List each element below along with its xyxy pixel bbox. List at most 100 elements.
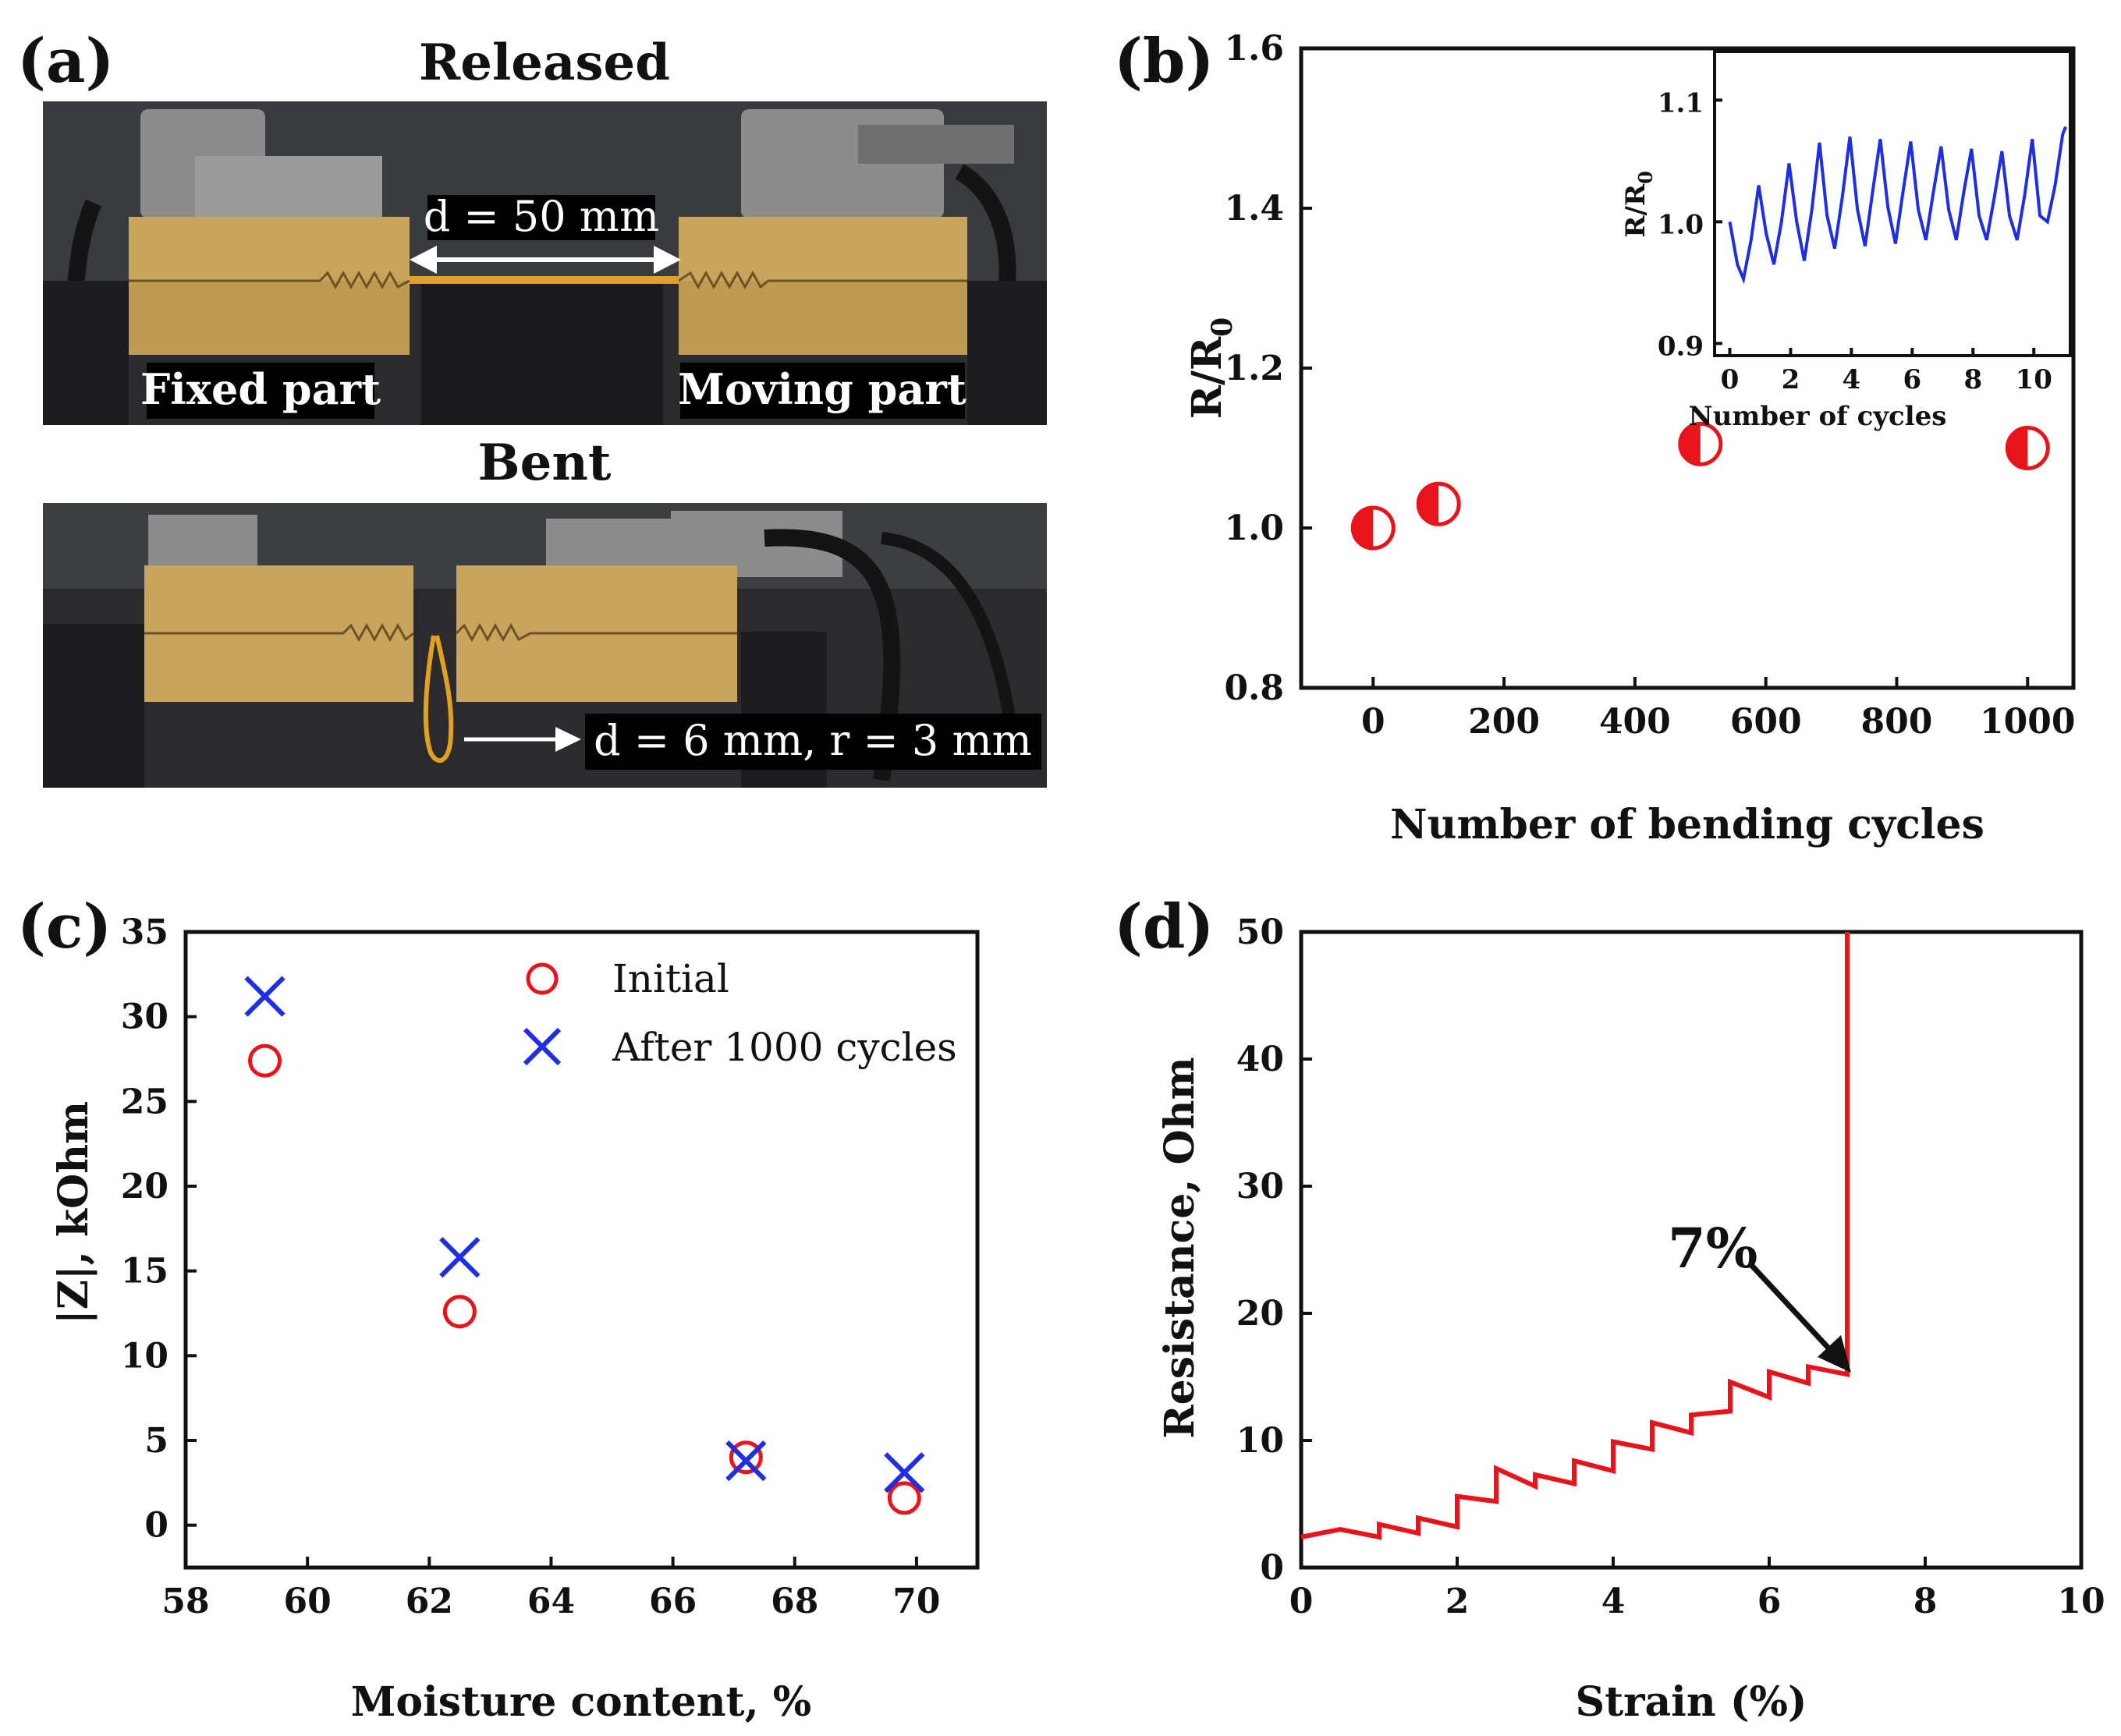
y-tick-label: 0.8 (1224, 668, 1284, 708)
inset-series-line (1728, 126, 2068, 285)
bent-sample-loop (423, 635, 454, 763)
x-tick-label: 68 (771, 1582, 818, 1621)
legend-initial-marker (526, 962, 559, 995)
y-tick-label: 10 (121, 1336, 168, 1376)
x-tick-label: 8 (1963, 364, 1982, 395)
bent-left-connector (148, 515, 257, 569)
x-tick-label: 60 (284, 1582, 332, 1621)
x-tick-label: 10 (2016, 364, 2052, 395)
panel-b-ylabel: R/R0 (1183, 317, 1239, 419)
y-tick-label: 50 (1236, 912, 1284, 952)
panel-d-frame (1299, 930, 2084, 1570)
moving-part-box (680, 363, 965, 419)
x-tick-label: 1000 (1980, 702, 2075, 742)
y-tick-label: 0 (1260, 1548, 1284, 1588)
x-tick-label: 6 (1903, 364, 1921, 395)
y-tick-label: 25 (121, 1082, 168, 1121)
x-tick-label: 400 (1599, 702, 1671, 742)
panel-d-ylabel: Resistance, Ohm (1156, 1057, 1204, 1438)
panel-c-ticks: 58 60 62 64 66 68 70 0 5 10 15 20 25 30 35 (121, 912, 941, 1621)
panel-d-line-group (1300, 932, 1850, 1540)
moving-block-bottom (679, 281, 967, 355)
panel-c-label: (c) (17, 891, 112, 962)
panel-b-ylabel-main: R/R (1183, 336, 1231, 419)
y-tick-label: 30 (121, 997, 168, 1037)
panel-b-xlabel: Number of bending cycles (1390, 801, 1984, 849)
panel-b-ylabel-sub: 0 (1206, 317, 1239, 337)
bent-title: Bent (478, 434, 612, 492)
x-tick-label: 0 (1361, 702, 1385, 742)
data-point-after (244, 976, 286, 1017)
released-arrow-left (410, 246, 437, 274)
fixed-part-box (147, 363, 374, 419)
bent-distance-box (585, 714, 1041, 770)
y-tick-label: 1.0 (1224, 508, 1284, 548)
x-tick-label: 4 (1843, 364, 1861, 395)
x-tick-label: 10 (2057, 1582, 2105, 1621)
data-point (2005, 426, 2050, 470)
panel-d-annotation: 7% (1668, 1216, 1757, 1281)
released-distance-box (427, 195, 655, 240)
data-point-initial (442, 1295, 477, 1329)
left-clamp-screws (195, 156, 382, 218)
panel-a-label: (a) (17, 26, 114, 97)
panel-b-ticks: 0 200 400 600 8 0 0 1000 0.8 1.0 1.2 1.4 1.6 (1224, 29, 2075, 742)
y-tick-label: 1.6 (1224, 29, 1284, 69)
y-tick-label: 1.4 (1224, 189, 1284, 229)
data-point-after (725, 1440, 767, 1482)
bent-photo: d = 6 mm, r = 3 mm (43, 503, 1047, 788)
released-distance-label: d = 50 mm (424, 192, 659, 241)
y-tick-label: 40 (1236, 1040, 1284, 1079)
y-tick-label: 1.0 (1658, 209, 1704, 240)
panel-a: (a) Released d = 5 (17, 26, 1047, 788)
y-tick-label: 1.2 (1224, 349, 1284, 388)
inset-ylabel: R/R0 (1620, 171, 1657, 238)
inset-background (1715, 51, 2070, 356)
x-tick-label: 58 (161, 1582, 209, 1621)
x-tick-label: 200 (1468, 702, 1540, 742)
annotation-arrow-head (1818, 1335, 1851, 1373)
x-tick-label: 64 (527, 1582, 575, 1621)
y-tick-label: 20 (121, 1167, 168, 1206)
y-tick-label: 5 (144, 1421, 168, 1461)
y-tick-label: 0.9 (1658, 331, 1704, 362)
x-tick-label: 62 (406, 1582, 453, 1621)
data-point-after (884, 1452, 925, 1493)
bent-left-post (43, 624, 144, 788)
released-title: Released (419, 34, 670, 92)
fixed-part-label: Fixed part (140, 364, 381, 414)
x-tick-label: 66 (649, 1582, 697, 1621)
legend-initial-label: Initial (612, 956, 729, 1001)
x-tick-label: 4 (1601, 1582, 1626, 1621)
inset-ylabel-sub: 0 (1634, 171, 1657, 184)
inset-frame (1713, 50, 2072, 357)
panel-c-legend: Initial After 1000 cycles (523, 956, 957, 1070)
right-base-post (967, 281, 1047, 425)
x-tick-label: 0 (1289, 1582, 1314, 1621)
x-tick-label: 0 (1721, 364, 1740, 395)
x-tick-label: 2 (1782, 364, 1800, 395)
y-tick-label: 0 (144, 1506, 168, 1546)
moving-part-label: Moving part (678, 364, 967, 414)
panel-c-xlabel: Moisture content, % (351, 1678, 811, 1726)
panel-d-ticks: 0 2 4 6 8 10 0 10 20 30 40 50 (1236, 912, 2105, 1621)
y-tick-label: 15 (121, 1252, 168, 1291)
data-point (1350, 505, 1396, 551)
y-tick-label: 1.1 (1658, 87, 1704, 119)
panel-d-xlabel: Strain (%) (1576, 1678, 1807, 1726)
legend-after-marker (523, 1027, 562, 1066)
inset-ylabel-main: R/R (1620, 183, 1651, 238)
bent-fixed-seam (144, 622, 414, 643)
panel-d-label: (d) (1114, 891, 1214, 962)
inset-ticks: 0 2 4 6 8 10 0.9 1.0 1.1 (1658, 87, 2052, 395)
x-tick-label: 70 (892, 1582, 940, 1621)
x-tick-label: 600 (1730, 702, 1802, 742)
y-tick-label: 30 (1236, 1167, 1284, 1206)
annotation-arrow-line (1749, 1263, 1835, 1355)
data-point-after (439, 1237, 481, 1278)
inset-line-group (1728, 126, 2068, 285)
right-cable-base (858, 125, 1014, 164)
released-sample (410, 276, 679, 284)
